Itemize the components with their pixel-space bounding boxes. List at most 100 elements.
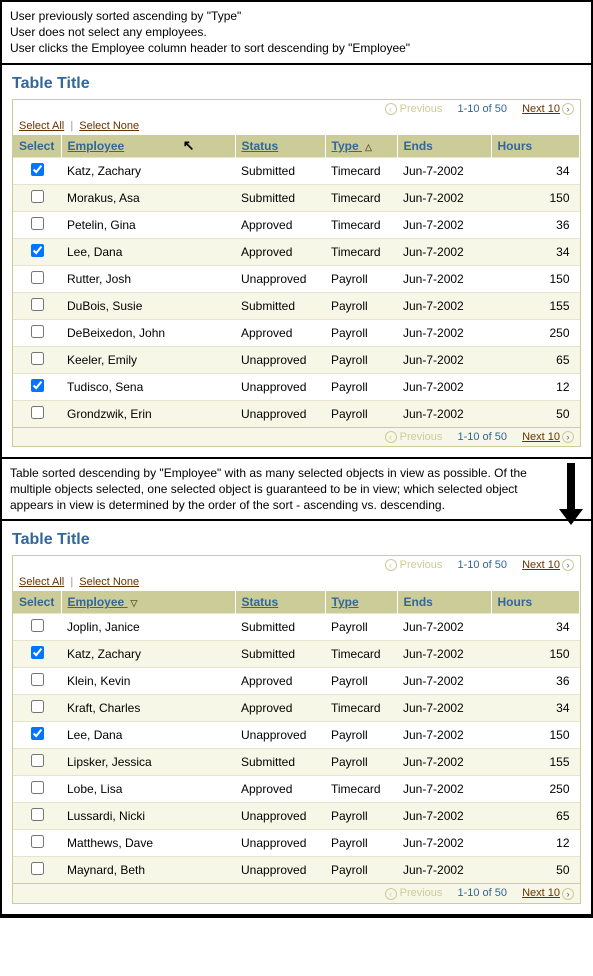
cell-employee: Katz, Zachary [61, 157, 235, 184]
cell-hours: 36 [491, 668, 580, 695]
cell-type: Payroll [325, 400, 397, 427]
row-checkbox[interactable] [31, 352, 44, 365]
header-status[interactable]: Status [235, 135, 325, 158]
row-checkbox[interactable] [31, 619, 44, 632]
select-none-link[interactable]: Select None [79, 120, 139, 132]
row-checkbox[interactable] [31, 835, 44, 848]
select-all-link[interactable]: Select All [19, 576, 64, 588]
cell-type: Timecard [325, 641, 397, 668]
range-label: 1-10 of 50 [457, 431, 507, 443]
prev-disabled: ‹ Previous [385, 431, 443, 443]
row-checkbox[interactable] [31, 700, 44, 713]
row-checkbox[interactable] [31, 244, 44, 257]
cell-hours: 12 [491, 830, 580, 857]
cell-ends: Jun-7-2002 [397, 184, 491, 211]
cell-employee: Matthews, Dave [61, 830, 235, 857]
header-employee[interactable]: Employee ↖ [61, 135, 235, 158]
table-row: Lee, DanaUnapprovedPayrollJun-7-2002150 [13, 722, 580, 749]
cell-hours: 155 [491, 749, 580, 776]
next-link[interactable]: Next 10› [522, 431, 574, 443]
header-employee[interactable]: Employee ▽ [61, 591, 235, 614]
table-row: Matthews, DaveUnapprovedPayrollJun-7-200… [13, 830, 580, 857]
cell-select [13, 641, 61, 668]
table-row: Grondzwik, ErinUnapprovedPayrollJun-7-20… [13, 400, 580, 427]
cell-employee: Rutter, Josh [61, 265, 235, 292]
cell-select [13, 722, 61, 749]
row-checkbox[interactable] [31, 406, 44, 419]
cell-employee: Grondzwik, Erin [61, 400, 235, 427]
prev-icon: ‹ [385, 431, 397, 443]
header-type[interactable]: Type △ [325, 135, 397, 158]
table-row: Rutter, JoshUnapprovedPayrollJun-7-20021… [13, 265, 580, 292]
next-link[interactable]: Next 10› [522, 103, 574, 115]
cell-ends: Jun-7-2002 [397, 400, 491, 427]
cell-employee: Lee, Dana [61, 238, 235, 265]
range-label: 1-10 of 50 [457, 559, 507, 571]
table-row: Lussardi, NickiUnapprovedPayrollJun-7-20… [13, 803, 580, 830]
cell-type: Payroll [325, 265, 397, 292]
cell-status: Unapproved [235, 830, 325, 857]
row-checkbox[interactable] [31, 727, 44, 740]
nav-bottom: ‹ Previous 1-10 of 50 Next 10› [13, 427, 580, 446]
prev-label: Previous [400, 431, 443, 443]
header-status[interactable]: Status [235, 591, 325, 614]
row-checkbox[interactable] [31, 325, 44, 338]
row-checkbox[interactable] [31, 862, 44, 875]
header-select: Select [13, 591, 61, 614]
data-table-after: Select Employee ▽ Status Type Ends Hours… [13, 591, 580, 883]
table-row: Kraft, CharlesApprovedTimecardJun-7-2002… [13, 695, 580, 722]
cell-ends: Jun-7-2002 [397, 319, 491, 346]
table-title: Table Title [12, 531, 581, 549]
cell-status: Submitted [235, 292, 325, 319]
table-section-after: Table Title ‹ Previous 1-10 of 50 Next 1… [2, 521, 591, 913]
row-checkbox[interactable] [31, 754, 44, 767]
row-checkbox[interactable] [31, 808, 44, 821]
cell-status: Approved [235, 211, 325, 238]
cell-select [13, 749, 61, 776]
next-icon: › [562, 431, 574, 443]
separator: | [70, 120, 73, 132]
sort-desc-icon: ▽ [131, 598, 138, 609]
row-checkbox[interactable] [31, 271, 44, 284]
row-checkbox[interactable] [31, 646, 44, 659]
table-row: DuBois, SusieSubmittedPayrollJun-7-20021… [13, 292, 580, 319]
cell-ends: Jun-7-2002 [397, 830, 491, 857]
cell-ends: Jun-7-2002 [397, 614, 491, 641]
prev-label: Previous [400, 103, 443, 115]
cell-status: Approved [235, 695, 325, 722]
row-checkbox[interactable] [31, 217, 44, 230]
cell-status: Submitted [235, 749, 325, 776]
cell-type: Timecard [325, 238, 397, 265]
header-type-label: Type [332, 139, 359, 153]
row-checkbox[interactable] [31, 781, 44, 794]
header-employee-label: Employee [68, 139, 125, 153]
table-row: DeBeixedon, JohnApprovedPayrollJun-7-200… [13, 319, 580, 346]
cell-ends: Jun-7-2002 [397, 238, 491, 265]
cell-type: Payroll [325, 373, 397, 400]
caption-line: User previously sorted ascending by "Typ… [10, 8, 583, 24]
cell-type: Payroll [325, 749, 397, 776]
row-checkbox[interactable] [31, 163, 44, 176]
next-icon: › [562, 559, 574, 571]
cell-select [13, 830, 61, 857]
bottom-divider [2, 914, 591, 916]
row-checkbox[interactable] [31, 298, 44, 311]
cursor-icon: ↖ [183, 137, 195, 154]
select-all-link[interactable]: Select All [19, 120, 64, 132]
row-checkbox[interactable] [31, 190, 44, 203]
cell-employee: Keeler, Emily [61, 346, 235, 373]
separator: | [70, 576, 73, 588]
header-type[interactable]: Type [325, 591, 397, 614]
row-checkbox[interactable] [31, 673, 44, 686]
cell-status: Unapproved [235, 265, 325, 292]
row-checkbox[interactable] [31, 379, 44, 392]
prev-label: Previous [400, 887, 443, 899]
cell-hours: 150 [491, 265, 580, 292]
cell-hours: 34 [491, 157, 580, 184]
caption-middle: Table sorted descending by "Employee" wi… [2, 457, 591, 522]
next-link[interactable]: Next 10› [522, 559, 574, 571]
cell-ends: Jun-7-2002 [397, 211, 491, 238]
table-row: Petelin, GinaApprovedTimecardJun-7-20023… [13, 211, 580, 238]
select-none-link[interactable]: Select None [79, 576, 139, 588]
next-link[interactable]: Next 10› [522, 887, 574, 899]
